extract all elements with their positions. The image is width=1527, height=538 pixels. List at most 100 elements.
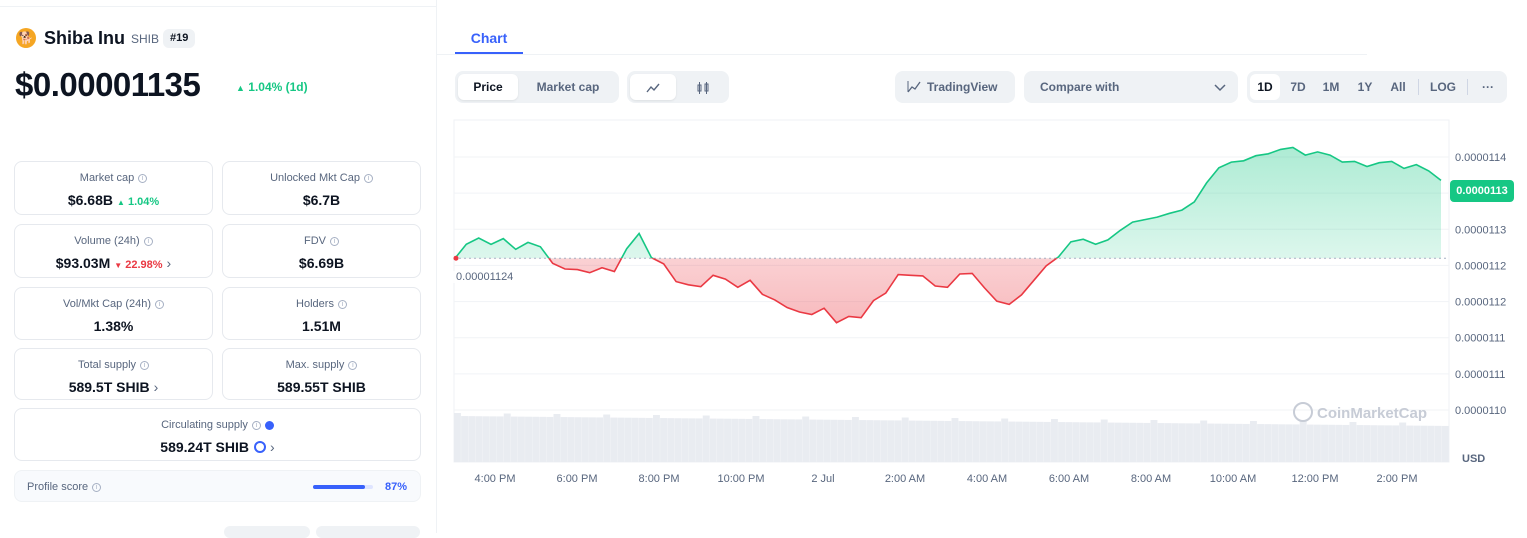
volume-bar [1043, 421, 1051, 462]
range-all[interactable]: All [1390, 80, 1406, 94]
coin-info-panel: 🐕 Shiba Inu SHIB #19 $0.00001135 ▲ 1.04%… [0, 0, 437, 538]
volume-bar [944, 420, 952, 462]
coin-symbol: SHIB [131, 32, 160, 46]
divider [1467, 79, 1468, 95]
info-icon[interactable]: i [143, 236, 153, 246]
volume-bar [553, 414, 561, 462]
info-icon[interactable]: i [251, 420, 261, 430]
price-mode-button[interactable]: Price [458, 74, 518, 100]
volume-bar [830, 419, 838, 462]
line-chart-button[interactable] [630, 74, 676, 100]
info-icon[interactable]: i [348, 360, 358, 370]
volume-bar [1051, 419, 1058, 462]
range-7d[interactable]: 7D [1290, 80, 1306, 94]
price-chart[interactable]: 0.0000114 0.0000113 0.0000113 0.0000112 0.00… [437, 110, 1527, 490]
range-1y[interactable]: 1Y [1357, 80, 1373, 94]
stat-volume[interactable]: Volume (24h) i $93.03M ▼ 22.98% › [14, 224, 213, 278]
stat-circulating-supply[interactable]: Circulating supply i 589.24T SHIB › [14, 408, 421, 461]
volume-bar [461, 416, 469, 462]
volume-bar [1328, 424, 1336, 462]
info-icon[interactable]: i [155, 299, 165, 309]
volume-bar [468, 416, 476, 462]
stat-value: 1.51M [302, 318, 341, 334]
volume-bar [965, 421, 973, 462]
action-button[interactable] [316, 526, 420, 538]
chevron-right-icon[interactable]: › [166, 255, 172, 271]
volume-bar [1356, 425, 1364, 462]
volume-bar [987, 421, 994, 462]
info-icon[interactable]: i [337, 299, 347, 309]
divider [1418, 79, 1419, 95]
tab-chart[interactable]: Chart [470, 30, 508, 46]
log-toggle[interactable]: LOG [1430, 80, 1456, 94]
coin-name: Shiba Inu [44, 28, 125, 48]
volume-bar [1235, 423, 1243, 462]
volume-bar [1385, 425, 1392, 462]
volume-bar [1072, 422, 1080, 462]
info-icon[interactable]: i [363, 173, 373, 183]
action-button[interactable] [224, 526, 310, 538]
volume-bar [1114, 422, 1122, 462]
stat-label: Unlocked Mkt Cap [270, 172, 360, 184]
stat-label: FDV [304, 235, 326, 247]
market-cap-mode-button[interactable]: Market cap [536, 80, 600, 94]
profile-score-bar [313, 485, 373, 489]
info-icon[interactable]: i [92, 482, 102, 492]
volume-bar [1335, 424, 1343, 462]
candlestick-button[interactable] [680, 74, 726, 100]
tab-active-indicator [455, 52, 523, 54]
volume-bar [852, 417, 859, 462]
info-icon[interactable]: i [140, 360, 150, 370]
y-tick-label: 0.0000114 [1455, 152, 1506, 164]
divider [0, 6, 437, 7]
volume-bar [539, 416, 547, 462]
price-change: ▲ 1.04% (1d) [236, 80, 308, 94]
stat-label: Circulating supply [161, 419, 248, 431]
volume-bar [1299, 421, 1307, 462]
volume-bar [1413, 425, 1421, 462]
chevron-right-icon[interactable]: › [270, 439, 275, 455]
stat-holders: Holders i 1.51M [222, 287, 421, 340]
volume-bar [525, 416, 532, 462]
volume-bar [475, 416, 483, 462]
range-1d[interactable]: 1D [1250, 74, 1280, 100]
info-icon[interactable]: i [330, 236, 339, 246]
volume-bar [1129, 422, 1137, 462]
volume-bar [1285, 424, 1293, 462]
tradingview-label: TradingView [927, 80, 998, 94]
volume-bar [617, 417, 625, 462]
volume-bar [1100, 419, 1108, 462]
price-line-down [453, 258, 1059, 324]
volume-bar [894, 420, 902, 462]
volume-bar [873, 420, 881, 462]
profile-score-value: 87% [385, 481, 408, 493]
volume-bar [1250, 421, 1257, 462]
baseline-marker [453, 255, 459, 261]
profile-score-label: Profile score [27, 481, 89, 493]
volume-bar [496, 416, 504, 462]
chevron-right-icon[interactable]: › [153, 379, 159, 395]
stat-total-supply[interactable]: Total supply i 589.5T SHIB › [14, 348, 213, 400]
volume-bar [752, 416, 760, 462]
info-icon[interactable]: i [138, 173, 148, 183]
range-1m[interactable]: 1M [1322, 80, 1340, 94]
coinmarketcap-watermark: CoinMarketCap [1293, 402, 1427, 422]
stat-label: Vol/Mkt Cap (24h) [62, 298, 152, 310]
stat-change-up: ▲ 1.04% [117, 196, 159, 208]
verified-icon [264, 420, 274, 430]
volume-bar [1342, 424, 1350, 462]
volume-bar [958, 421, 966, 462]
stat-label: Max. supply [285, 359, 345, 371]
volume-bar [1008, 421, 1016, 462]
profile-score[interactable]: Profile score i 87% [14, 470, 421, 502]
more-options-icon[interactable]: ··· [1482, 80, 1494, 94]
area-fill-down [454, 258, 1441, 323]
volume-bar [1022, 421, 1030, 462]
compare-with-select[interactable]: Compare with [1024, 71, 1238, 103]
tradingview-button[interactable]: TradingView [895, 71, 1015, 103]
x-tick-label: 6:00 PM [557, 473, 598, 485]
volume-bar [581, 417, 589, 462]
volume-bar [724, 418, 731, 462]
price-mode-toggle: Price Market cap [455, 71, 619, 103]
volume-bar [1015, 421, 1023, 462]
